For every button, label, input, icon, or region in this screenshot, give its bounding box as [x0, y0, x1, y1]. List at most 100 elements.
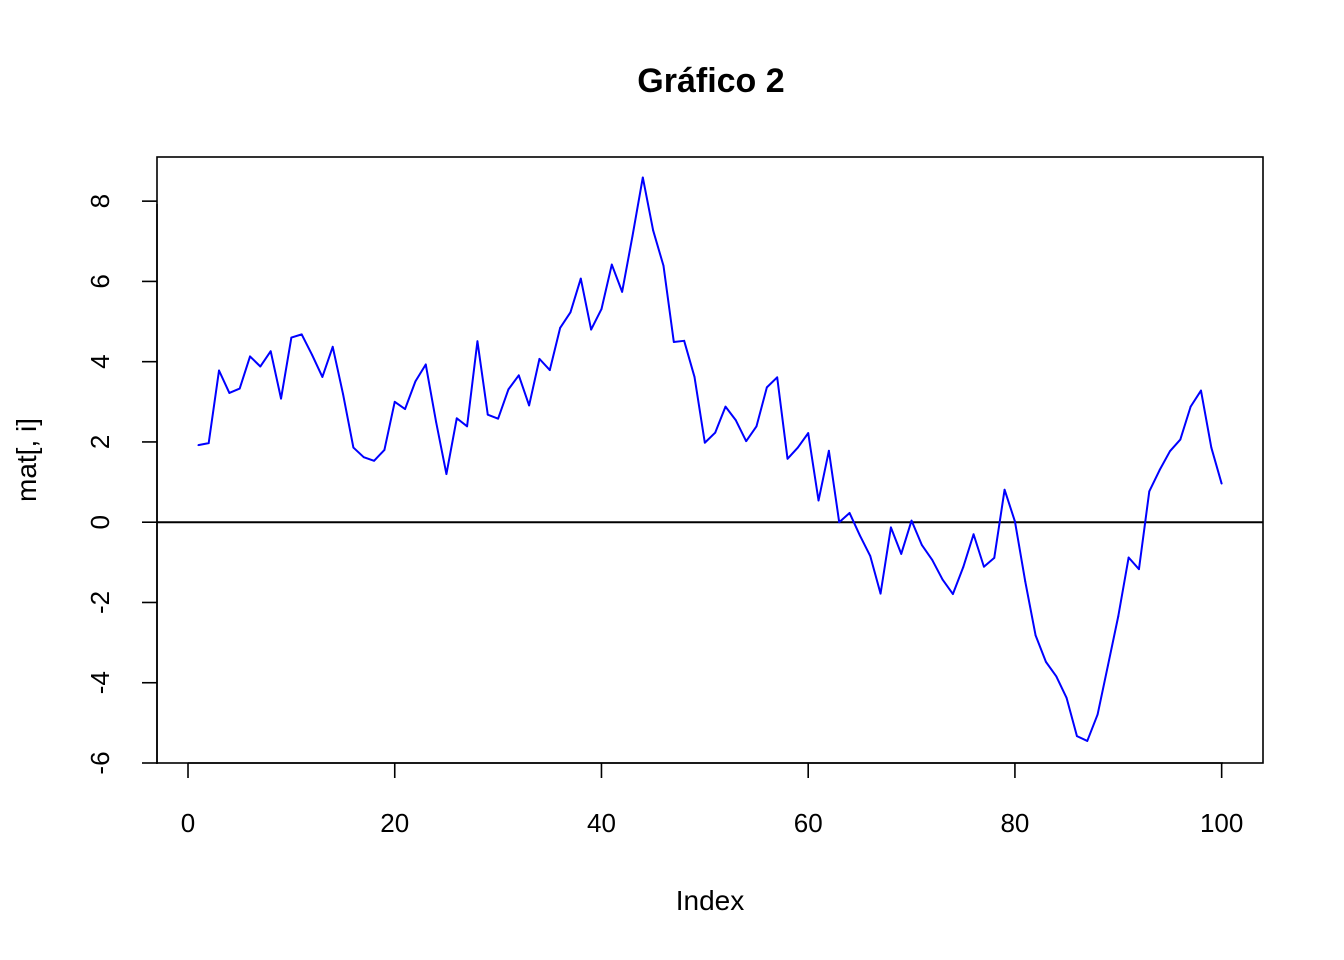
- data-point: [218, 369, 220, 372]
- data-point: [993, 557, 996, 559]
- data-point: [393, 400, 396, 403]
- data-point: [1107, 664, 1109, 667]
- y-tick-label: 4: [85, 354, 115, 368]
- data-point: [1065, 697, 1068, 699]
- data-point: [1034, 634, 1037, 637]
- y-axis: -6 -4 -2 0 2 4 6 8 mat[, i]: [11, 194, 158, 775]
- data-point: [796, 446, 799, 449]
- data-point: [559, 327, 562, 329]
- data-point: [807, 432, 810, 435]
- x-axis-label: Index: [676, 885, 745, 916]
- data-point: [652, 229, 655, 232]
- data-point: [548, 369, 551, 371]
- plot-frame: [156, 156, 1264, 764]
- data-point: [342, 393, 344, 396]
- data-point: [249, 355, 251, 358]
- x-tick-label: 0: [181, 808, 195, 838]
- data-point: [569, 311, 572, 314]
- data-point: [517, 374, 520, 377]
- y-axis-label: mat[, i]: [11, 418, 42, 502]
- data-point: [1220, 482, 1223, 485]
- data-point: [1179, 438, 1182, 441]
- y-tick-label: -2: [85, 591, 115, 614]
- data-point: [1200, 389, 1202, 392]
- data-point: [1086, 740, 1089, 742]
- data-point: [941, 578, 944, 581]
- data-point: [455, 417, 458, 420]
- data-point: [776, 376, 779, 379]
- data-point: [621, 290, 624, 293]
- data-point: [579, 277, 582, 280]
- data-point: [435, 420, 437, 423]
- data-point: [486, 413, 489, 416]
- data-point: [290, 336, 293, 339]
- data-point: [631, 235, 634, 237]
- data-point: [910, 519, 913, 522]
- data-point: [414, 380, 417, 383]
- data-point: [755, 425, 758, 428]
- data-points: [197, 176, 1223, 742]
- data-point: [321, 376, 324, 378]
- data-point: [1117, 615, 1120, 618]
- x-ticks: 0 20 40 60 80 100: [181, 763, 1243, 838]
- data-point: [672, 341, 675, 343]
- data-point: [280, 397, 282, 400]
- data-point: [228, 392, 231, 394]
- data-point: [311, 353, 313, 356]
- x-tick-label: 20: [380, 808, 409, 838]
- data-point: [641, 176, 644, 179]
- y-tick-label: 0: [85, 515, 115, 529]
- data-point: [1003, 488, 1006, 491]
- data-point: [466, 425, 468, 428]
- data-point: [1045, 660, 1047, 663]
- data-point: [1127, 556, 1130, 559]
- series-line: [198, 176, 1223, 742]
- data-point: [197, 444, 200, 447]
- data-point: [962, 566, 965, 569]
- data-point: [352, 446, 355, 449]
- data-point: [1024, 580, 1027, 583]
- data-point: [931, 559, 934, 561]
- x-tick-label: 80: [1000, 808, 1029, 838]
- data-point: [745, 440, 748, 443]
- data-point: [445, 473, 448, 475]
- data-point: [1189, 405, 1192, 408]
- data-point: [662, 264, 665, 267]
- data-point: [331, 345, 334, 348]
- data-point: [1138, 568, 1140, 571]
- data-point: [528, 404, 531, 407]
- data-point: [238, 387, 241, 390]
- data-point: [590, 328, 593, 331]
- data-point: [1148, 490, 1151, 493]
- x-tick-label: 40: [587, 808, 616, 838]
- data-point: [724, 405, 727, 408]
- x-tick-label: 100: [1200, 808, 1243, 838]
- data-point: [1158, 469, 1161, 471]
- data-point: [952, 593, 954, 595]
- data-point: [879, 592, 882, 595]
- data-point: [921, 544, 923, 546]
- data-point: [786, 457, 789, 460]
- x-axis: 0 20 40 60 80 100 Index: [181, 762, 1243, 916]
- data-point: [610, 263, 613, 266]
- data-point: [259, 365, 262, 368]
- data-point: [373, 459, 375, 462]
- data-point: [538, 357, 541, 360]
- data-point: [817, 499, 820, 502]
- y-ticks: -6 -4 -2 0 2 4 6 8: [85, 194, 157, 775]
- data-point: [207, 442, 210, 445]
- data-point: [983, 565, 985, 568]
- data-point: [827, 449, 830, 452]
- data-point: [734, 419, 737, 422]
- data-point: [972, 533, 975, 536]
- y-tick-label: -4: [85, 671, 115, 694]
- data-point: [838, 521, 841, 524]
- data-point: [404, 408, 406, 410]
- data-point: [714, 431, 717, 434]
- data-point: [507, 388, 510, 391]
- data-point: [693, 376, 696, 378]
- data-point: [1169, 450, 1171, 453]
- data-point: [300, 333, 303, 336]
- data-point: [765, 386, 768, 389]
- data-point: [889, 526, 892, 529]
